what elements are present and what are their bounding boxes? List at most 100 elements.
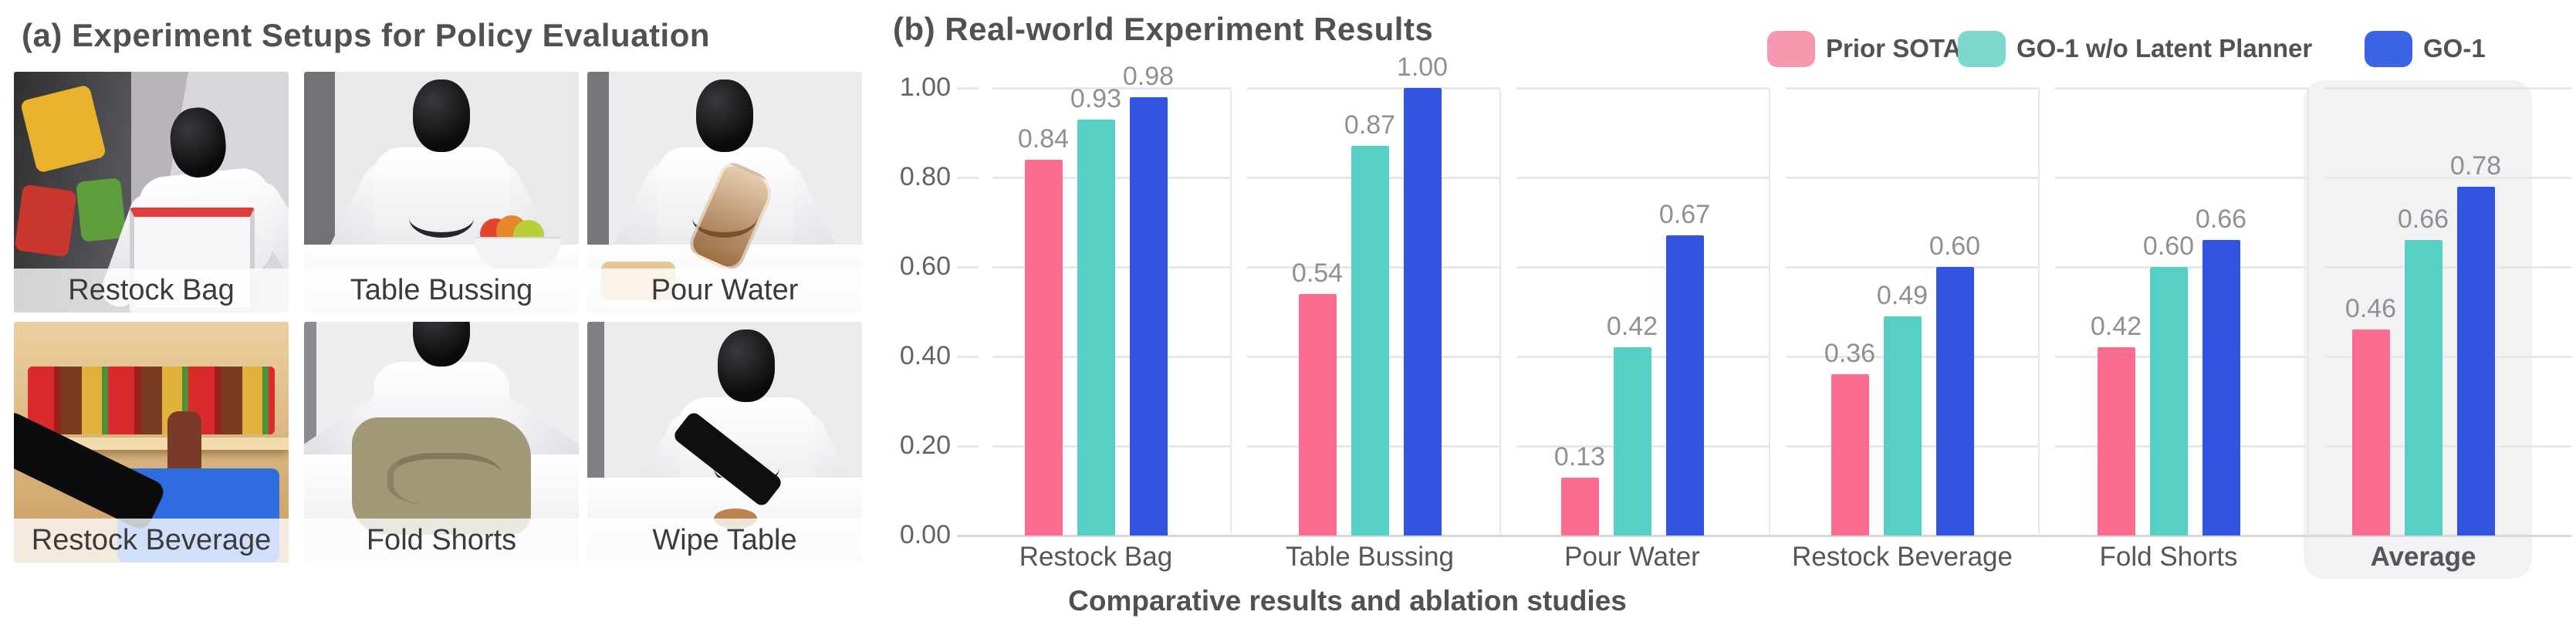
experiment-photo-fold-shorts: Fold Shorts — [304, 322, 579, 563]
beverage-cans — [27, 367, 276, 434]
gridline — [957, 266, 979, 269]
x-category-label: Restock Beverage — [1792, 542, 2013, 572]
bar-go-1-w-o-latent-planner-fold-shorts — [2149, 267, 2188, 536]
y-tick-label: 1.00 — [899, 73, 951, 102]
gridline — [1516, 177, 1769, 179]
y-tick-label: 0.80 — [899, 162, 951, 191]
bar-go-1-restock-beverage — [1935, 267, 1974, 536]
y-tick-label: 0.40 — [899, 341, 951, 370]
gridline — [1786, 266, 2038, 269]
x-category-label: Average — [2370, 542, 2476, 572]
gridline — [1786, 87, 2038, 90]
legend-item-go-1-w-o-latent-planner: GO-1 w/o Latent Planner — [1958, 29, 2312, 68]
bar-go-1-w-o-latent-planner-pour-water — [1613, 347, 1651, 536]
panel-a-title: (a) Experiment Setups for Policy Evaluat… — [22, 17, 711, 53]
gridline — [2324, 356, 2571, 358]
bar-go-1-w-o-latent-planner-restock-bag — [1077, 119, 1115, 536]
photo-label: Pour Water — [587, 269, 862, 313]
gridline — [957, 356, 979, 358]
panel-separator — [1499, 88, 1501, 536]
legend-swatch — [2365, 30, 2412, 67]
bar-value-prior-sota-fold-shorts: 0.42 — [2090, 312, 2142, 342]
panel-separator — [1230, 88, 1232, 536]
bar-go-1-fold-shorts — [2202, 240, 2240, 536]
legend-label: GO-1 w/o Latent Planner — [2017, 34, 2313, 63]
gridline — [957, 177, 979, 179]
bar-value-go-1-w-o-latent-planner-pour-water: 0.42 — [1606, 312, 1658, 342]
panel-separator — [1769, 88, 1770, 536]
bar-value-go-1-restock-bag: 0.98 — [1122, 61, 1175, 91]
bar-value-go-1-w-o-latent-planner-table-bussing: 0.87 — [1344, 110, 1396, 140]
y-tick-label: 0.20 — [899, 431, 951, 460]
bar-value-prior-sota-restock-bag: 0.84 — [1017, 123, 1070, 154]
snack-bag — [14, 184, 77, 258]
bar-go-1-w-o-latent-planner-table-bussing — [1351, 146, 1389, 536]
bar-prior-sota-table-bussing — [1298, 293, 1337, 536]
bar-value-prior-sota-table-bussing: 0.54 — [1291, 258, 1344, 288]
gridline — [992, 87, 1230, 90]
x-category-label: Pour Water — [1564, 542, 1700, 572]
y-tick-label: 0.60 — [899, 252, 951, 281]
legend-item-go-1: GO-1 — [2365, 29, 2486, 68]
gridline — [2324, 177, 2571, 179]
panel-b-title: (b) Real-world Experiment Results — [893, 11, 1434, 47]
legend-label: GO-1 — [2423, 34, 2486, 63]
bar-value-go-1-restock-beverage: 0.60 — [1929, 231, 1981, 261]
legend-item-prior-sota: Prior SOTA — [1767, 29, 1961, 68]
gridline — [1516, 87, 1769, 90]
bar-value-go-1-table-bussing: 1.00 — [1396, 52, 1449, 82]
legend-label: Prior SOTA — [1826, 34, 1962, 63]
bar-go-1-average — [2456, 186, 2495, 536]
gridline — [1786, 177, 2038, 179]
bar-prior-sota-fold-shorts — [2097, 347, 2135, 536]
x-category-label: Restock Bag — [1019, 542, 1173, 572]
bar-value-go-1-average: 0.78 — [2449, 150, 2502, 181]
gridline — [2324, 266, 2571, 269]
robot-head — [413, 322, 470, 367]
bar-value-go-1-fold-shorts: 0.66 — [2195, 204, 2247, 235]
bar-value-go-1-w-o-latent-planner-restock-beverage: 0.49 — [1876, 280, 1929, 310]
bar-value-prior-sota-restock-beverage: 0.36 — [1824, 339, 1876, 369]
bar-prior-sota-average — [2351, 329, 2390, 536]
photo-label: Wipe Table — [587, 519, 862, 563]
bar-value-go-1-w-o-latent-planner-restock-bag: 0.93 — [1070, 83, 1122, 113]
experiment-photo-wipe-table: Wipe Table — [587, 322, 862, 563]
gridline — [957, 445, 979, 448]
robot-head — [167, 105, 229, 181]
gridline — [1247, 87, 1499, 90]
bar-go-1-table-bussing — [1403, 88, 1442, 536]
panel-separator — [2307, 88, 2309, 536]
bar-value-go-1-pour-water: 0.67 — [1658, 200, 1711, 230]
bar-prior-sota-pour-water — [1560, 477, 1599, 536]
experiment-photo-pour-water: Pour Water — [587, 72, 862, 313]
chart-caption: Comparative results and ablation studies — [1068, 585, 1627, 617]
photo-label: Fold Shorts — [304, 519, 579, 563]
experiment-photo-restock-bag: Restock Bag — [14, 72, 289, 313]
robot-head — [413, 79, 470, 152]
bar-value-prior-sota-average: 0.46 — [2344, 294, 2397, 324]
gridline — [2055, 177, 2307, 179]
bar-go-1-pour-water — [1665, 235, 1704, 536]
fruit-bowl — [474, 238, 561, 271]
gridline — [2324, 445, 2571, 448]
experiment-photo-restock-beverage: Restock Beverage — [14, 322, 289, 563]
x-axis-line — [957, 535, 2571, 537]
gridline — [2324, 87, 2571, 90]
robot-head — [696, 79, 753, 152]
photo-label: Table Bussing — [304, 269, 579, 313]
gridline — [1516, 266, 1769, 269]
bar-prior-sota-restock-beverage — [1831, 374, 1869, 536]
panel-separator — [2038, 88, 2040, 536]
x-category-label: Fold Shorts — [2099, 542, 2238, 572]
gridline — [957, 87, 979, 90]
legend-swatch — [1767, 30, 1815, 67]
experiment-photo-table-bussing: Table Bussing — [304, 72, 579, 313]
y-tick-label: 0.00 — [899, 520, 951, 549]
shorts — [352, 417, 531, 535]
gridline — [2055, 87, 2307, 90]
bar-value-go-1-w-o-latent-planner-fold-shorts: 0.60 — [2142, 231, 2195, 261]
photo-label: Restock Bag — [14, 269, 289, 313]
bar-prior-sota-restock-bag — [1024, 159, 1063, 536]
legend-swatch — [1958, 30, 2006, 67]
